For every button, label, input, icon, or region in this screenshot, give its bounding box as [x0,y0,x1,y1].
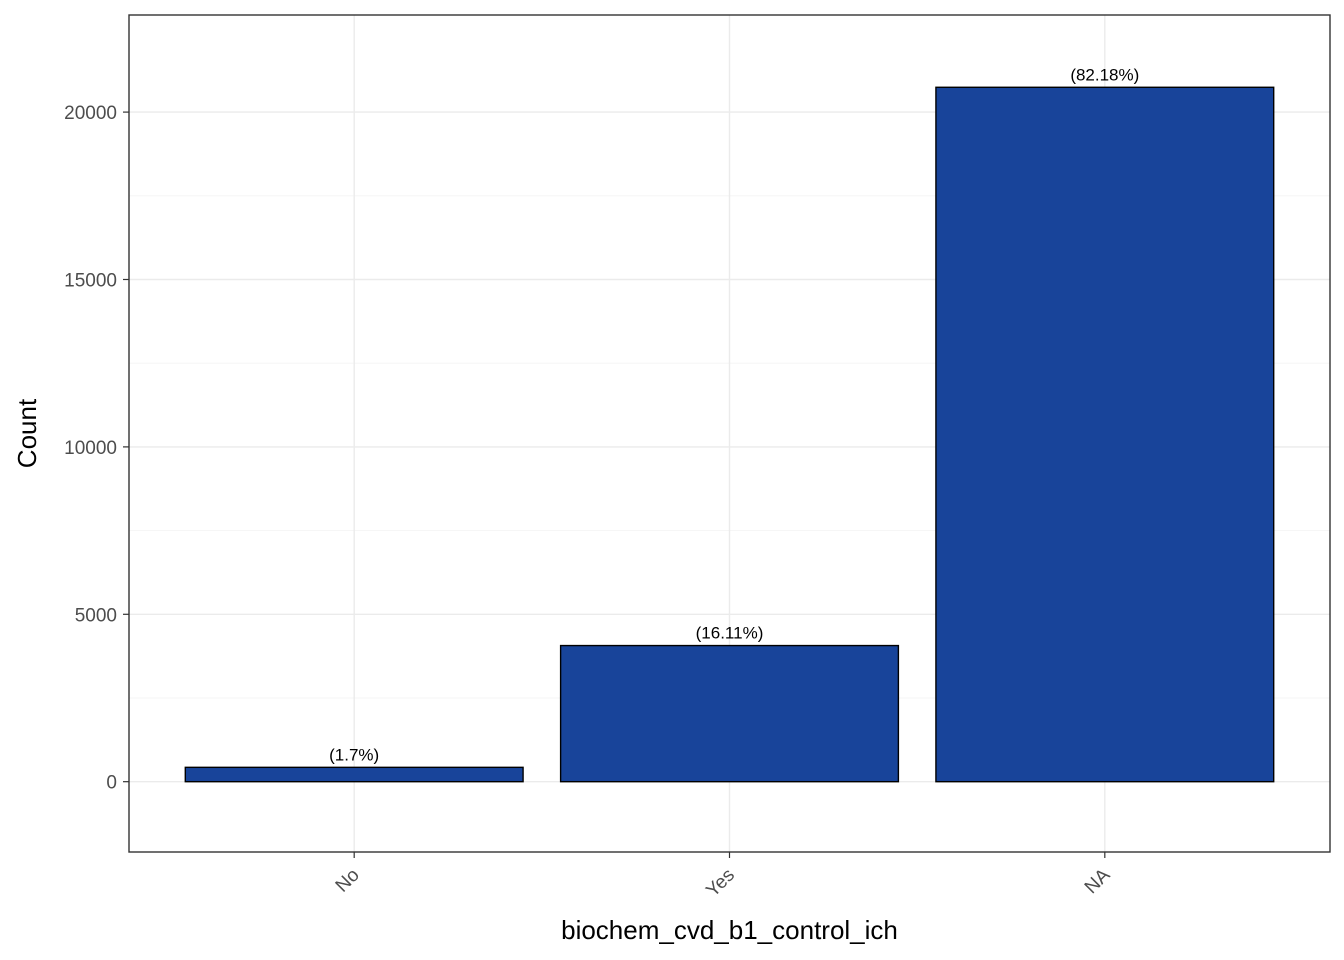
y-tick-label: 10000 [64,438,117,459]
bar-na [935,86,1275,783]
y-tick-label: 20000 [64,103,117,124]
x-axis: No Yes NA [332,852,1115,901]
bar-no [184,766,524,783]
bars [184,86,1275,783]
y-tick-label: 15000 [64,270,117,291]
y-tick-label: 5000 [75,605,117,626]
data-label-na: (82.18%) [1070,65,1139,84]
y-tick-label: 0 [106,773,117,794]
data-labels: (1.7%) (16.11%) (82.18%) [329,65,1139,764]
x-axis-title: biochem_cvd_b1_control_ich [561,915,898,945]
data-label-no: (1.7%) [329,745,379,764]
x-tick-label: NA [1081,864,1115,898]
bar-yes [559,644,900,783]
x-tick-label: Yes [702,865,739,902]
y-axis: 0 5000 10000 15000 20000 [64,103,129,794]
data-label-yes: (16.11%) [696,624,764,643]
y-axis-title: Count [12,398,42,468]
x-tick-label: No [332,865,364,897]
